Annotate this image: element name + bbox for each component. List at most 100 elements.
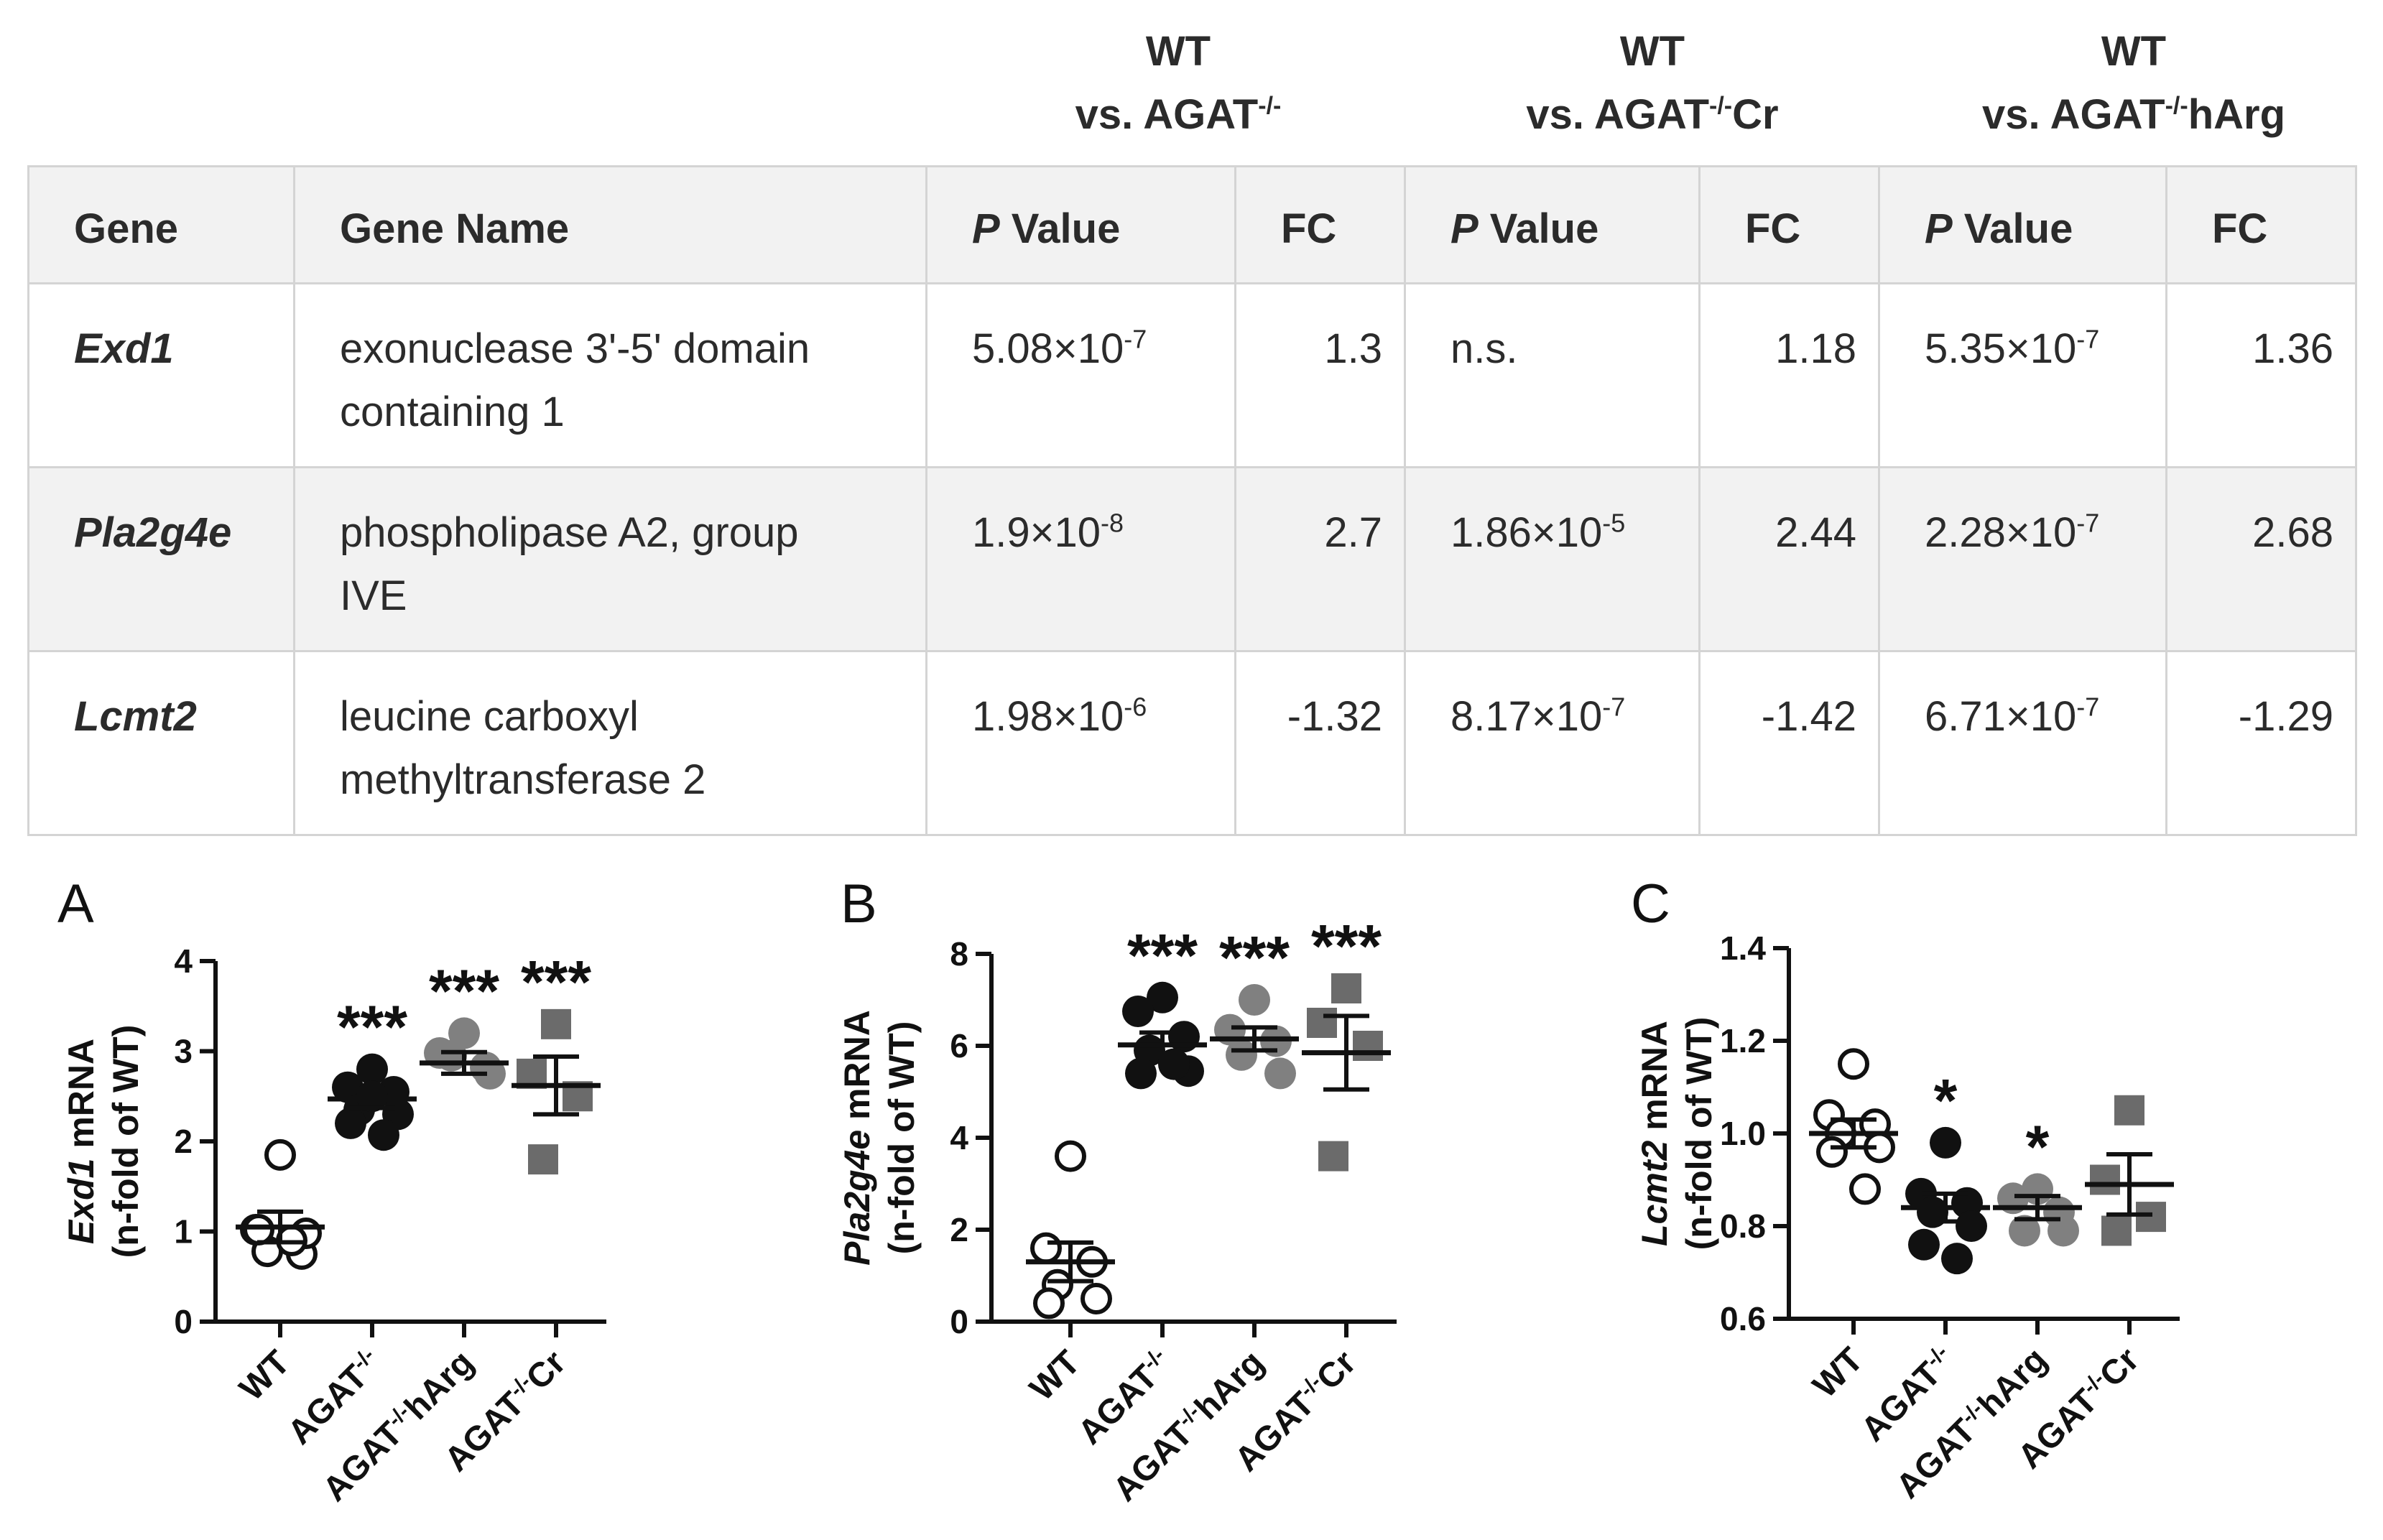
data-point xyxy=(1318,1141,1348,1172)
fc-cell: 2.7 xyxy=(1234,466,1406,652)
y-tick-label: 4 xyxy=(950,1119,968,1156)
data-point xyxy=(1838,1048,1869,1080)
y-tick-label: 2 xyxy=(174,1123,193,1160)
header-p-value: P Value xyxy=(1878,165,2167,284)
p-value-cell: 1.98×10-6 xyxy=(925,650,1236,836)
fc-cell: 1.3 xyxy=(1234,282,1406,468)
y-tick-label: 0.8 xyxy=(1720,1207,1766,1245)
y-tick-label: 0.6 xyxy=(1720,1300,1766,1337)
gene-cell: Exd1 xyxy=(27,282,295,468)
data-point xyxy=(1147,981,1178,1013)
y-tick-label: 0 xyxy=(950,1303,968,1340)
p-value-cell: 6.71×10-7 xyxy=(1878,650,2167,836)
y-axis-label: Lcmt2 mRNA (n-fold of WT) xyxy=(1634,1017,1719,1251)
y-tick-label: 8 xyxy=(950,935,968,973)
data-point xyxy=(264,1138,296,1171)
fc-cell: -1.29 xyxy=(2165,650,2357,836)
y-axis-label: Exd1 mRNA (n-fold of WT) xyxy=(61,1025,146,1258)
comparison-header-line1: WT xyxy=(2101,28,2167,75)
data-point xyxy=(1055,1140,1086,1172)
y-tick-label: 1.0 xyxy=(1720,1115,1766,1152)
panel-letter: B xyxy=(841,873,877,934)
significance-marker: *** xyxy=(1311,912,1382,980)
x-tick-label: WT xyxy=(1806,1340,1871,1405)
y-tick-label: 1.4 xyxy=(1720,929,1766,967)
data-point xyxy=(2114,1095,2144,1126)
data-point xyxy=(541,1008,571,1039)
comparison-header-line2: vs. AGAT-/-Cr xyxy=(1526,91,1779,138)
data-point xyxy=(1307,1008,1337,1038)
gene-cell: Lcmt2 xyxy=(27,650,295,836)
header-fc: FC xyxy=(1698,165,1880,284)
fc-cell: 2.68 xyxy=(2165,466,2357,652)
data-point xyxy=(1239,984,1270,1016)
comparison-header-line1: WT xyxy=(1619,28,1685,75)
p-value-cell: 8.17×10-7 xyxy=(1404,650,1701,836)
data-point xyxy=(1353,1031,1383,1061)
data-point xyxy=(1226,1039,1257,1071)
comparison-header-line2: vs. AGAT-/-hArg xyxy=(1981,91,2286,138)
header-gene-name: Gene Name xyxy=(293,165,927,284)
data-point xyxy=(1331,973,1361,1003)
data-point xyxy=(1908,1228,1940,1261)
data-point xyxy=(474,1057,506,1090)
comparison-header-agat-harg: WT vs. AGAT-/-hArg xyxy=(1889,20,2378,147)
p-value-cell: 1.86×10-5 xyxy=(1404,466,1701,652)
gene-name-cell: phospholipase A2, group IVE xyxy=(293,466,927,652)
data-point xyxy=(528,1144,558,1175)
data-point xyxy=(1122,996,1154,1027)
significance-marker: *** xyxy=(337,993,407,1061)
fc-cell: -1.32 xyxy=(1234,650,1406,836)
data-point xyxy=(368,1119,399,1151)
y-tick-label: 2 xyxy=(950,1211,968,1248)
p-value-cell: n.s. xyxy=(1404,282,1701,468)
header-p-value: P Value xyxy=(925,165,1236,284)
data-point xyxy=(2136,1202,2166,1233)
header-gene: Gene xyxy=(27,165,295,284)
y-tick-label: 1 xyxy=(174,1213,193,1251)
data-point xyxy=(1956,1210,1987,1242)
data-point xyxy=(1264,1057,1296,1090)
significance-marker: *** xyxy=(521,948,591,1016)
data-point xyxy=(1168,1021,1200,1053)
header-fc: FC xyxy=(1234,165,1406,284)
p-value-cell: 1.9×10-8 xyxy=(925,466,1236,652)
significance-marker: *** xyxy=(429,957,499,1024)
y-tick-label: 0 xyxy=(174,1303,193,1340)
data-point xyxy=(1033,1287,1065,1319)
data-point xyxy=(1930,1126,1961,1159)
p-value-cell: 5.08×10-7 xyxy=(925,282,1236,468)
comparison-header-agat-cr: WT vs. AGAT-/-Cr xyxy=(1408,20,1897,147)
fc-cell: 2.44 xyxy=(1698,466,1880,652)
p-value-cell: 2.28×10-7 xyxy=(1878,466,2167,652)
p-value-cell: 5.35×10-7 xyxy=(1878,282,2167,468)
y-tick-label: 4 xyxy=(174,942,193,980)
fc-cell: 1.18 xyxy=(1698,282,1880,468)
significance-marker: * xyxy=(1934,1067,1958,1134)
significance-marker: * xyxy=(2026,1113,2050,1180)
significance-marker: *** xyxy=(1127,922,1198,989)
gene-table: Gene Gene Name P Value FC P Value FC P V… xyxy=(27,165,2357,836)
comparison-header-agat: WT vs. AGAT-/- xyxy=(941,20,1415,147)
data-point xyxy=(1849,1173,1881,1205)
gene-name-cell: leucine carboxyl methyltransferase 2 xyxy=(293,650,927,836)
fc-cell: -1.42 xyxy=(1698,650,1880,836)
data-point xyxy=(1081,1283,1112,1314)
data-point xyxy=(1941,1243,1973,1275)
gene-name-cell: exonuclease 3'-5' domain containing 1 xyxy=(293,282,927,468)
data-point xyxy=(2047,1215,2079,1247)
table-header-row: Gene Gene Name P Value FC P Value FC P V… xyxy=(27,165,2357,284)
y-tick-label: 3 xyxy=(174,1033,193,1070)
gene-cell: Pla2g4e xyxy=(27,466,295,652)
data-point xyxy=(1816,1136,1848,1168)
data-point xyxy=(243,1213,274,1246)
x-tick-label: WT xyxy=(1023,1343,1088,1408)
data-point xyxy=(1030,1232,1062,1264)
comparison-header-line2: vs. AGAT-/- xyxy=(1075,91,1282,138)
fc-cell: 1.36 xyxy=(2165,282,2357,468)
significance-marker: *** xyxy=(1219,924,1290,991)
table-row: Lcmt2 leucine carboxyl methyltransferase … xyxy=(27,650,2357,836)
x-tick-label: WT xyxy=(233,1343,297,1408)
comparison-header-line1: WT xyxy=(1145,28,1211,75)
panel-letter: C xyxy=(1631,873,1670,934)
